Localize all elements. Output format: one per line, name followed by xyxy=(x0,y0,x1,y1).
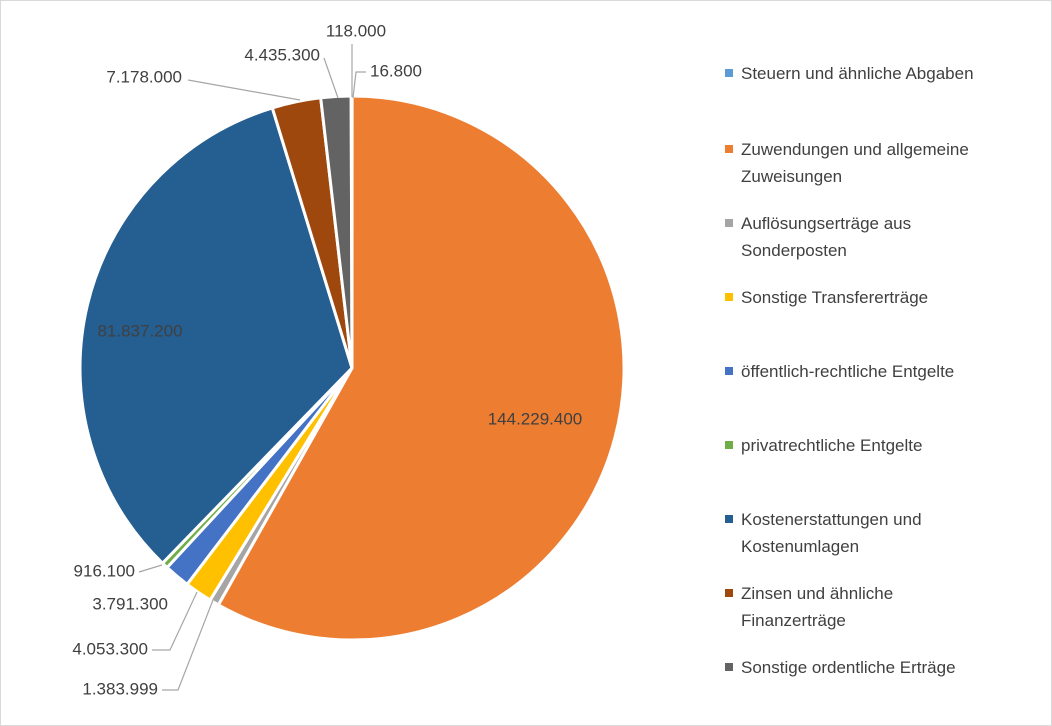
data-label: 4.435.300 xyxy=(244,45,320,64)
pie-slice xyxy=(349,94,354,369)
leader-line xyxy=(323,57,339,99)
legend-item: Kostenerstattungen und Kostenumlagen xyxy=(722,506,992,560)
data-label: 4.053.300 xyxy=(72,639,148,658)
legend-label: Zuwendungen und allgemeine Zuweisungen xyxy=(741,140,969,186)
legend-swatch xyxy=(725,441,733,449)
pie-slice xyxy=(78,106,354,566)
data-label: 81.837.200 xyxy=(97,321,182,340)
legend-item: Zinsen und ähnliche Finanzerträge xyxy=(722,580,992,634)
leader-line xyxy=(352,71,366,99)
legend-item: Sonstige Transfererträge xyxy=(722,284,992,311)
legend-label: Kostenerstattungen und Kostenumlagen xyxy=(741,510,922,556)
legend-item: privatrechtliche Entgelte xyxy=(722,432,992,459)
legend-swatch xyxy=(725,663,733,671)
legend-label: privatrechtliche Entgelte xyxy=(741,436,923,455)
legend-label: Sonstige Transfererträge xyxy=(741,288,929,307)
data-label: 16.800 xyxy=(370,61,422,80)
legend-item: Zuwendungen und allgemeine Zuweisungen xyxy=(722,136,992,190)
data-label: 3.791.300 xyxy=(92,594,168,613)
legend-swatch xyxy=(725,219,733,227)
legend-swatch xyxy=(725,293,733,301)
legend-swatch xyxy=(725,69,733,77)
data-label: 7.178.000 xyxy=(106,67,182,86)
leader-line xyxy=(187,79,301,101)
legend-swatch xyxy=(725,367,733,375)
leader-line xyxy=(138,564,163,573)
legend-item: Sonstige ordentliche Erträge xyxy=(722,654,992,681)
legend-swatch xyxy=(725,515,733,523)
data-label: 144.229.400 xyxy=(488,409,583,428)
legend-item: Steuern und ähnliche Abgaben xyxy=(722,60,992,87)
legend-item: öffentlich-rechtliche Entgelte xyxy=(722,358,992,385)
legend-label: Zinsen und ähnliche Finanzerträge xyxy=(741,584,894,630)
legend-swatch xyxy=(725,589,733,597)
legend-item: Auflösungserträge aus Sonderposten xyxy=(722,210,992,264)
data-label: 916.100 xyxy=(74,561,135,580)
pie-slice xyxy=(216,94,626,642)
data-label: 1.383.999 xyxy=(82,679,158,698)
legend-label: Sonstige ordentliche Erträge xyxy=(741,658,956,677)
legend-label: Steuern und ähnliche Abgaben xyxy=(741,64,974,83)
leader-line xyxy=(152,591,198,651)
legend-swatch xyxy=(725,145,733,153)
legend-label: öffentlich-rechtliche Entgelte xyxy=(741,362,955,381)
leader-line xyxy=(162,599,214,691)
legend-label: Auflösungserträge aus Sonderposten xyxy=(741,214,912,260)
data-label: 118.000 xyxy=(326,21,386,40)
